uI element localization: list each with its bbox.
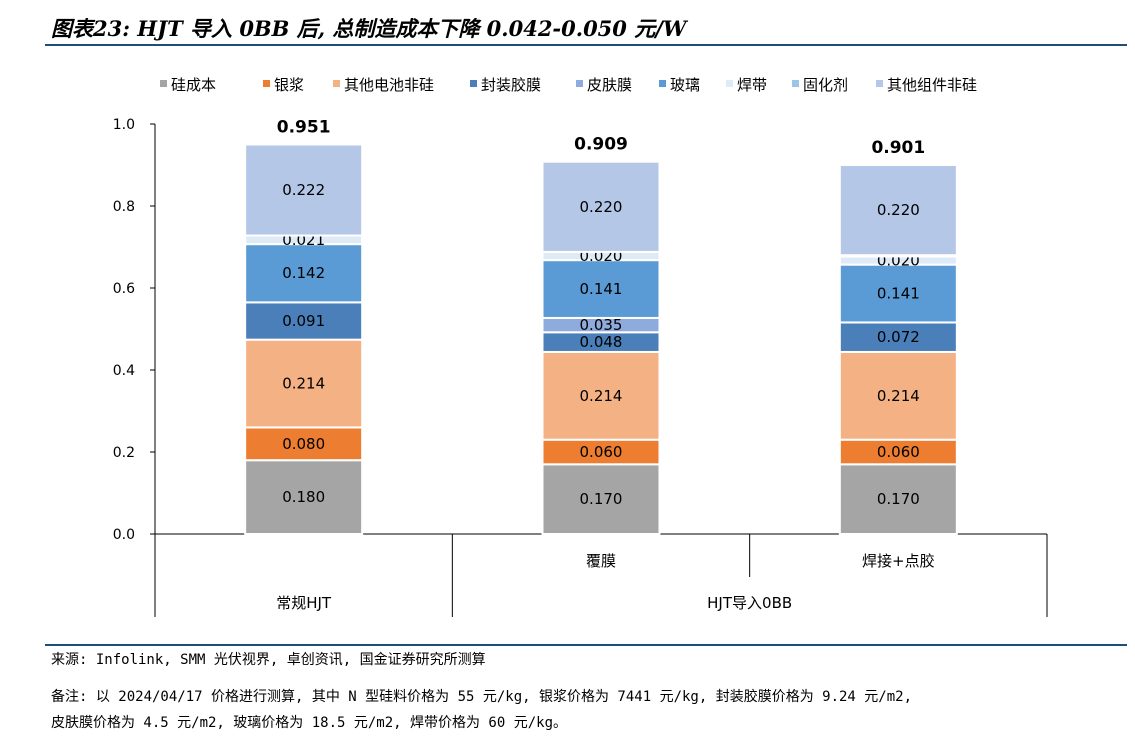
legend-label: 皮肤膜: [587, 76, 632, 94]
y-tick-label: 0.2: [113, 445, 135, 461]
title-divider: [45, 44, 1127, 46]
legend-swatch: [160, 80, 167, 87]
bar-segment: [244, 143, 364, 237]
legend-swatch: [792, 80, 799, 87]
bar-segment: [541, 160, 661, 253]
data-label: 0.214: [282, 375, 325, 393]
y-tick-label: 0.6: [113, 281, 135, 297]
bar-segment: [838, 463, 958, 535]
legend-swatch: [659, 80, 666, 87]
legend-swatch: [876, 80, 883, 87]
legend-label: 焊带: [737, 76, 767, 94]
data-label: 0.220: [580, 198, 623, 216]
bar-segment: [244, 426, 364, 462]
legend-swatch: [333, 80, 340, 87]
note-text-line1: 备注: 以 2024/04/17 价格进行测算, 其中 N 型硅料价格为 55 …: [51, 689, 913, 705]
bar-segment: [838, 438, 958, 466]
data-label: 0.080: [282, 435, 325, 453]
bar-segment: [838, 263, 958, 324]
bar-segment: [541, 463, 661, 535]
data-label: 0.222: [282, 181, 325, 199]
data-label: 0.180: [282, 488, 325, 506]
x-tick-label: 焊接+点胶: [862, 552, 935, 570]
legend-label: 硅成本: [171, 76, 216, 94]
bar-segment: [244, 301, 364, 341]
data-label: 0.091: [282, 312, 325, 330]
footer-divider: [45, 644, 1127, 646]
bar-segment: [244, 459, 364, 536]
data-label: 0.170: [877, 490, 920, 508]
data-label: 0.214: [580, 387, 623, 405]
legend-swatch: [576, 80, 583, 87]
data-label: 0.170: [580, 490, 623, 508]
legend-swatch: [726, 80, 733, 87]
bar-segment: [838, 164, 958, 257]
legend-swatch: [470, 80, 477, 87]
data-label: 0.214: [877, 387, 920, 405]
x-tick-label: 覆膜: [586, 552, 616, 570]
legend-label: 封装胶膜: [481, 76, 541, 94]
data-label: 0.141: [580, 280, 623, 298]
x-group-label: HJT导入0BB: [707, 594, 792, 612]
total-label: 0.901: [871, 138, 925, 158]
bar-segment: [244, 338, 364, 429]
data-label: 0.141: [877, 285, 920, 303]
source-text: 来源: Infolink, SMM 光伏视界, 卓创资讯, 国金证券研究所测算: [51, 652, 486, 668]
data-label: 0.035: [580, 316, 623, 334]
data-label: 0.220: [877, 201, 920, 219]
y-tick-label: 0.8: [113, 199, 135, 215]
bar-segment: [541, 438, 661, 466]
legend-label: 玻璃: [670, 76, 700, 94]
legend-label: 其他组件非硅: [887, 76, 977, 94]
data-label: 0.048: [580, 333, 623, 351]
data-label: 0.072: [877, 328, 920, 346]
data-label: 0.060: [877, 443, 920, 461]
y-tick-label: 0.4: [113, 363, 135, 379]
data-label: 0.142: [282, 264, 325, 282]
legend-label: 其他电池非硅: [344, 76, 434, 94]
legend-label: 银浆: [274, 76, 304, 94]
bar-segment: [244, 243, 364, 304]
total-label: 0.909: [574, 135, 628, 155]
y-tick-label: 0.0: [113, 527, 135, 543]
legend-swatch: [263, 80, 270, 87]
x-group-label: 常规HJT: [276, 594, 332, 612]
note-text-line2: 皮肤膜价格为 4.5 元/m2, 玻璃价格为 18.5 元/m2, 焊带价格为 …: [51, 715, 568, 731]
data-label: 0.060: [580, 443, 623, 461]
total-label: 0.951: [277, 118, 331, 138]
bar-segment: [838, 321, 958, 353]
y-tick-label: 1.0: [113, 117, 135, 133]
legend-label: 固化剂: [803, 76, 848, 94]
chart-title: 图表23: HJT 导入 0BB 后, 总制造成本下降 0.042-0.050 …: [51, 16, 687, 41]
